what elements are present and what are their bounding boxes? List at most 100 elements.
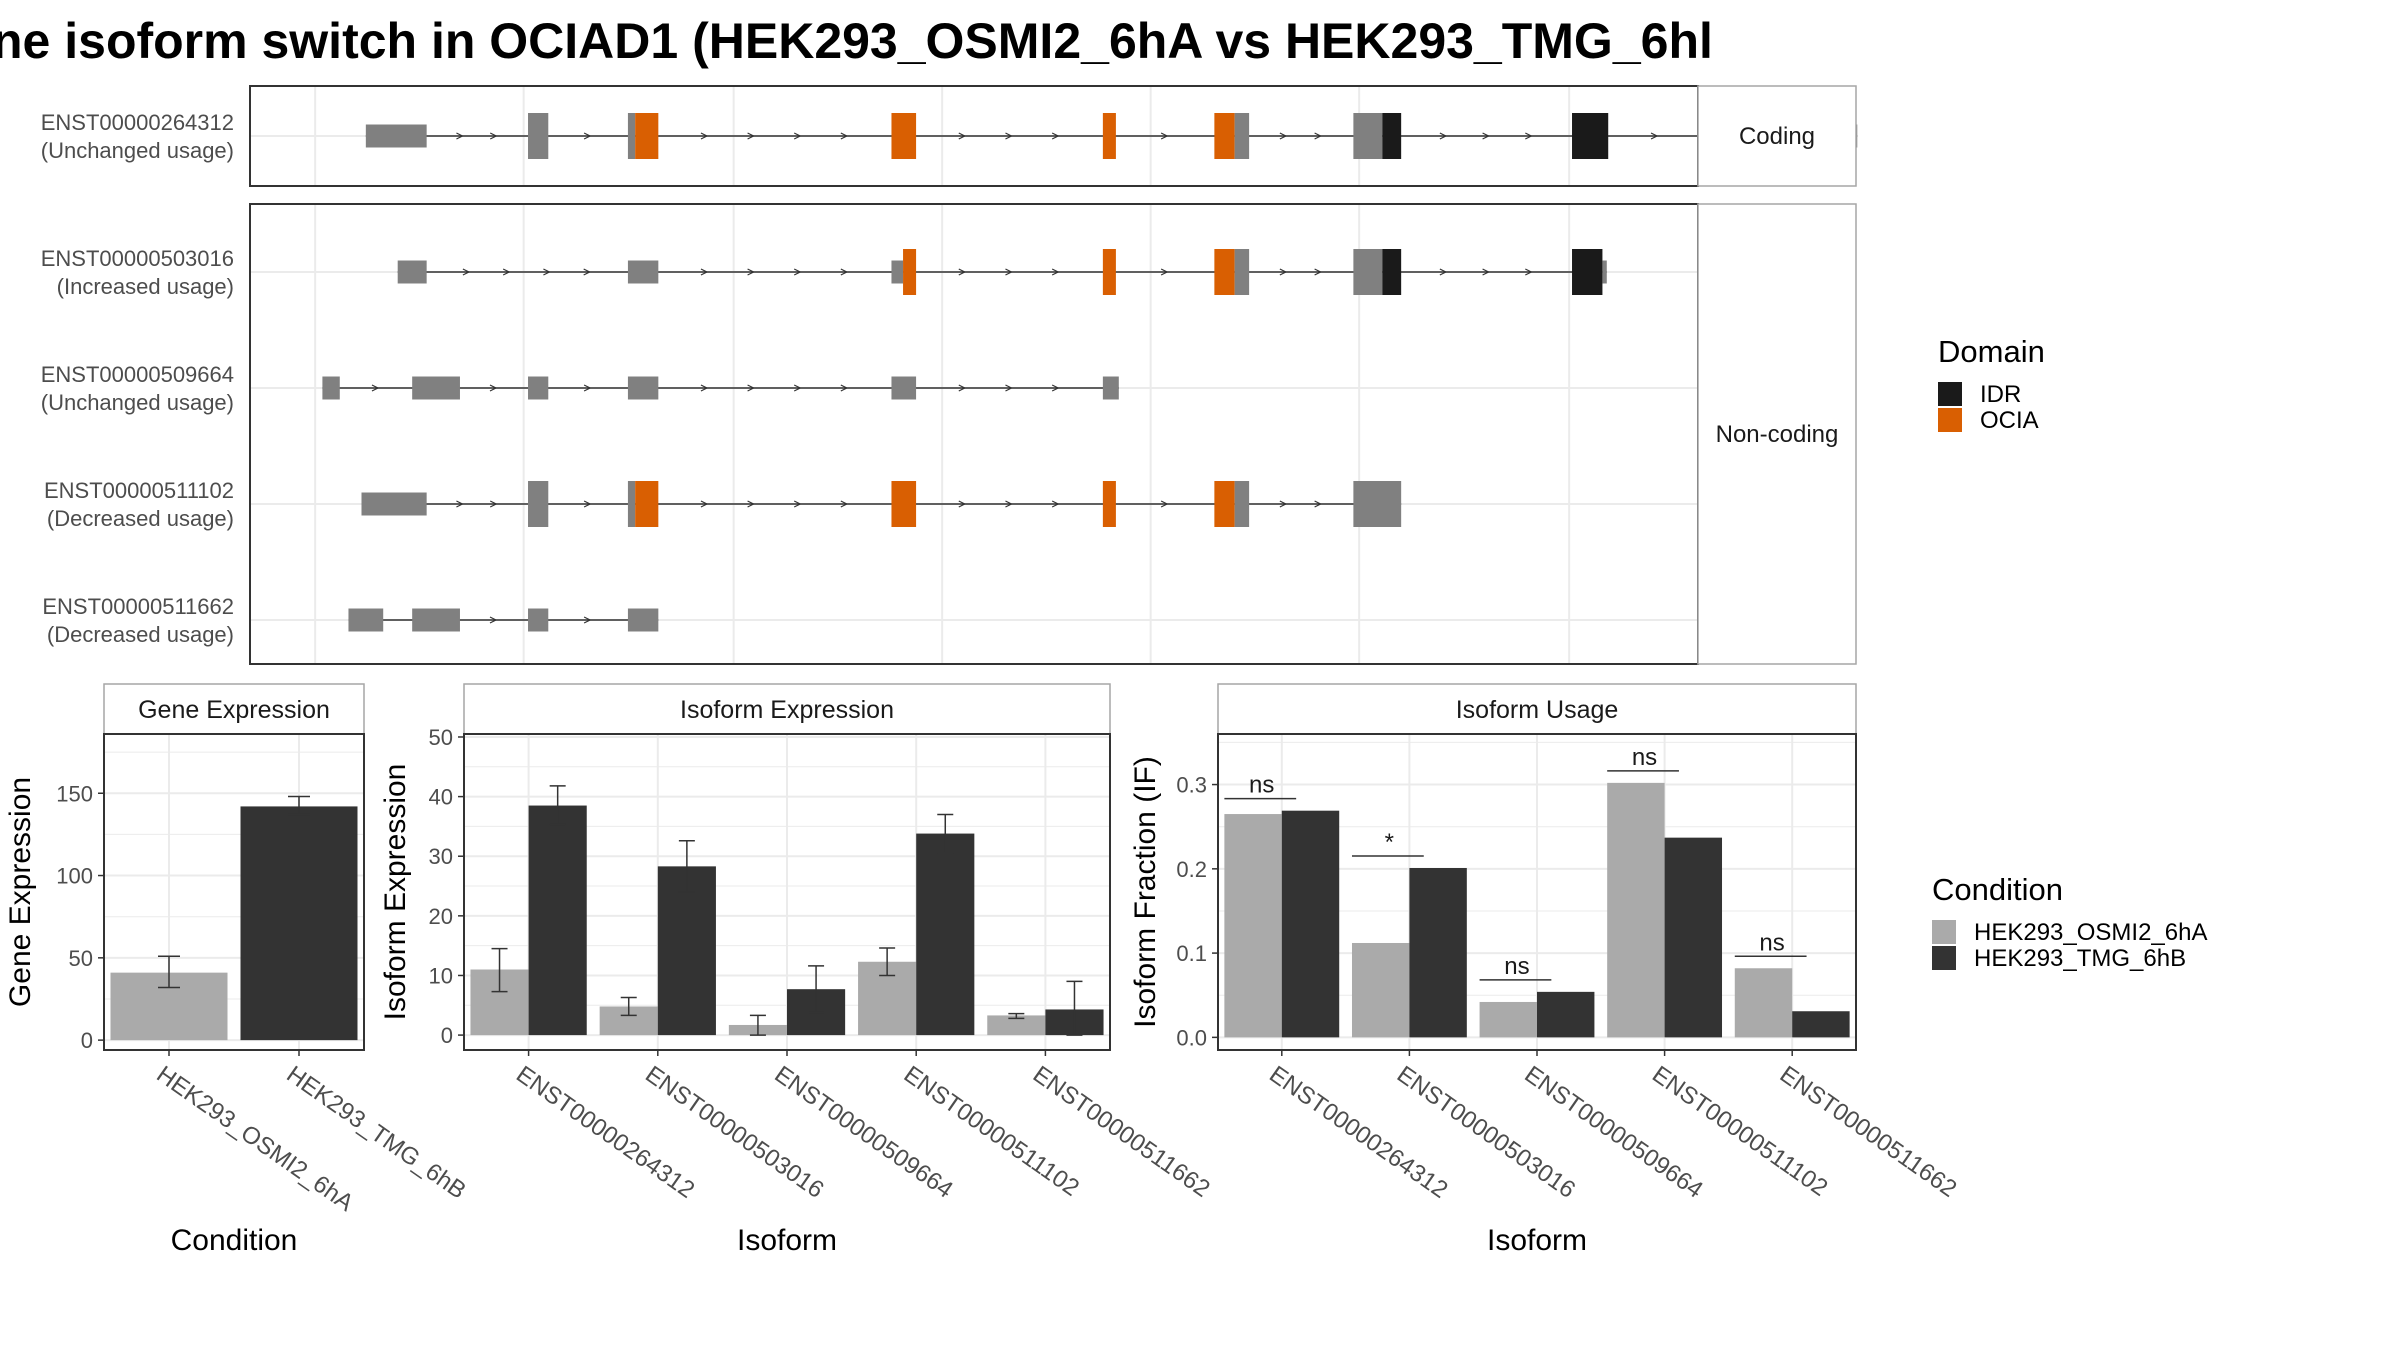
- isoform-label-usage: (Unchanged usage): [41, 138, 234, 163]
- idr-domain-exon: [1572, 249, 1603, 295]
- exon: [322, 376, 340, 400]
- significance-label: ns: [1504, 953, 1529, 980]
- intron-arrow: [747, 132, 755, 140]
- exon: [528, 481, 549, 527]
- exon: [627, 113, 636, 159]
- significance-label: *: [1385, 829, 1394, 856]
- panel-strip-title: Gene Expression: [138, 696, 330, 724]
- intron-arrow: [840, 500, 849, 508]
- ocia-domain-exon: [1102, 113, 1116, 159]
- condition-legend-label: HEK293_TMG_6hB: [1974, 945, 2186, 972]
- figure-title: ne isoform switch in OCIAD1 (HEK293_OSMI…: [0, 13, 1713, 69]
- ocia-domain-exon: [903, 249, 917, 295]
- intron-arrow: [1160, 268, 1169, 276]
- ocia-domain-exon: [891, 113, 917, 159]
- y-tick-label: 10: [429, 963, 453, 988]
- y-tick-label: 0: [81, 1028, 93, 1053]
- transcript-structure-panel: ENST00000264312 (Unchanged usage) ENST0000…: [41, 85, 1858, 665]
- y-tick-label: 0.1: [1176, 941, 1207, 966]
- significance-label: ns: [1632, 744, 1657, 771]
- panel-strip-title: Isoform Expression: [680, 696, 894, 724]
- bar-ENST00000503016-s1: [1409, 867, 1467, 1038]
- idr-domain-exon: [1572, 113, 1609, 159]
- x-axis-title: Isoform: [737, 1224, 837, 1257]
- isoform-label-usage: (Increased usage): [57, 274, 234, 299]
- intron-arrow: [1439, 268, 1448, 276]
- exon: [528, 608, 549, 632]
- intron-arrow: [840, 384, 849, 392]
- bar-ENST00000511102-s1: [1664, 837, 1723, 1038]
- exon: [1353, 481, 1402, 527]
- intron-arrow: [793, 268, 802, 276]
- intron-arrow: [456, 132, 464, 140]
- bar-ENST00000503016-s1: [657, 866, 716, 1036]
- intron-arrow: [1051, 384, 1060, 392]
- exon: [528, 113, 549, 159]
- coding-strip: [1697, 85, 1857, 187]
- intron-arrow: [793, 132, 802, 140]
- intron-arrow: [1051, 500, 1060, 508]
- x-axis-title: Condition: [171, 1224, 298, 1257]
- exon: [1234, 113, 1250, 159]
- isoform-label-usage: (Decreased usage): [47, 622, 234, 647]
- y-tick-label: 0.0: [1176, 1025, 1207, 1050]
- intron-arrow: [1051, 268, 1060, 276]
- ocia-domain-exon: [891, 481, 917, 527]
- exon: [397, 260, 427, 284]
- y-axis-title: Isoform Expression: [379, 764, 412, 1021]
- intron-arrow: [1279, 268, 1288, 276]
- y-tick-label: 50: [69, 946, 93, 971]
- exon: [891, 376, 917, 400]
- exon: [361, 492, 427, 516]
- intron-arrow: [1051, 132, 1060, 140]
- exon: [1234, 481, 1250, 527]
- intron-arrow: [1314, 500, 1322, 508]
- intron-arrow: [489, 132, 498, 140]
- idr-domain-exon: [1382, 113, 1402, 159]
- intron-arrow: [543, 268, 551, 276]
- ocia-domain-exon: [1214, 481, 1235, 527]
- isoform-label-id: ENST00000511662: [42, 594, 234, 619]
- isoform-expression-panel: Isoform Expression01020304050ENST0000026…: [379, 683, 1215, 1257]
- isoform-usage-panel: Isoform Usagens*nsnsns0.00.10.20.3ENST00…: [1129, 683, 1961, 1257]
- coding-strip-label: Coding: [1739, 123, 1815, 150]
- intron-arrow: [1314, 132, 1322, 140]
- exon: [1234, 249, 1250, 295]
- bar-ENST00000503016-s0: [1351, 942, 1410, 1038]
- y-tick-label: 0.3: [1176, 773, 1207, 798]
- intron-arrow: [958, 384, 967, 392]
- y-tick-label: 30: [429, 844, 453, 869]
- panel-border: [103, 733, 365, 1051]
- bar-ENST00000264312-s1: [1281, 810, 1340, 1038]
- intron-arrow: [489, 384, 498, 392]
- intron-arrow: [1279, 500, 1288, 508]
- intron-arrow: [489, 500, 498, 508]
- bar-ENST00000511662-s0: [1734, 968, 1793, 1038]
- exon: [528, 376, 549, 400]
- exon: [412, 608, 460, 632]
- intron-arrow: [1005, 268, 1013, 276]
- y-tick-label: 40: [429, 785, 453, 810]
- isoform-label-id: ENST00000503016: [41, 246, 234, 271]
- exon: [1602, 260, 1607, 284]
- intron-arrow: [456, 500, 464, 508]
- bar-ENST00000511102-s1: [916, 833, 975, 1036]
- intron-arrow: [793, 500, 802, 508]
- gene-expression-panel: Gene Expression050100150HEK293_OSMI2_6hA…: [4, 683, 471, 1257]
- intron-arrow: [462, 268, 471, 276]
- exon: [627, 260, 659, 284]
- intron-arrow: [958, 500, 967, 508]
- intron-arrow: [840, 268, 849, 276]
- intron-arrow: [700, 268, 709, 276]
- intron-arrow: [1482, 132, 1490, 140]
- intron-arrow: [1525, 268, 1533, 276]
- intron-arrow: [583, 384, 592, 392]
- domain-legend-key-ocia: [1938, 408, 1962, 432]
- intron-arrow: [583, 132, 592, 140]
- intron-arrow: [840, 132, 849, 140]
- intron-arrow: [1160, 500, 1169, 508]
- intron-arrow: [583, 616, 592, 624]
- intron-arrow: [747, 384, 755, 392]
